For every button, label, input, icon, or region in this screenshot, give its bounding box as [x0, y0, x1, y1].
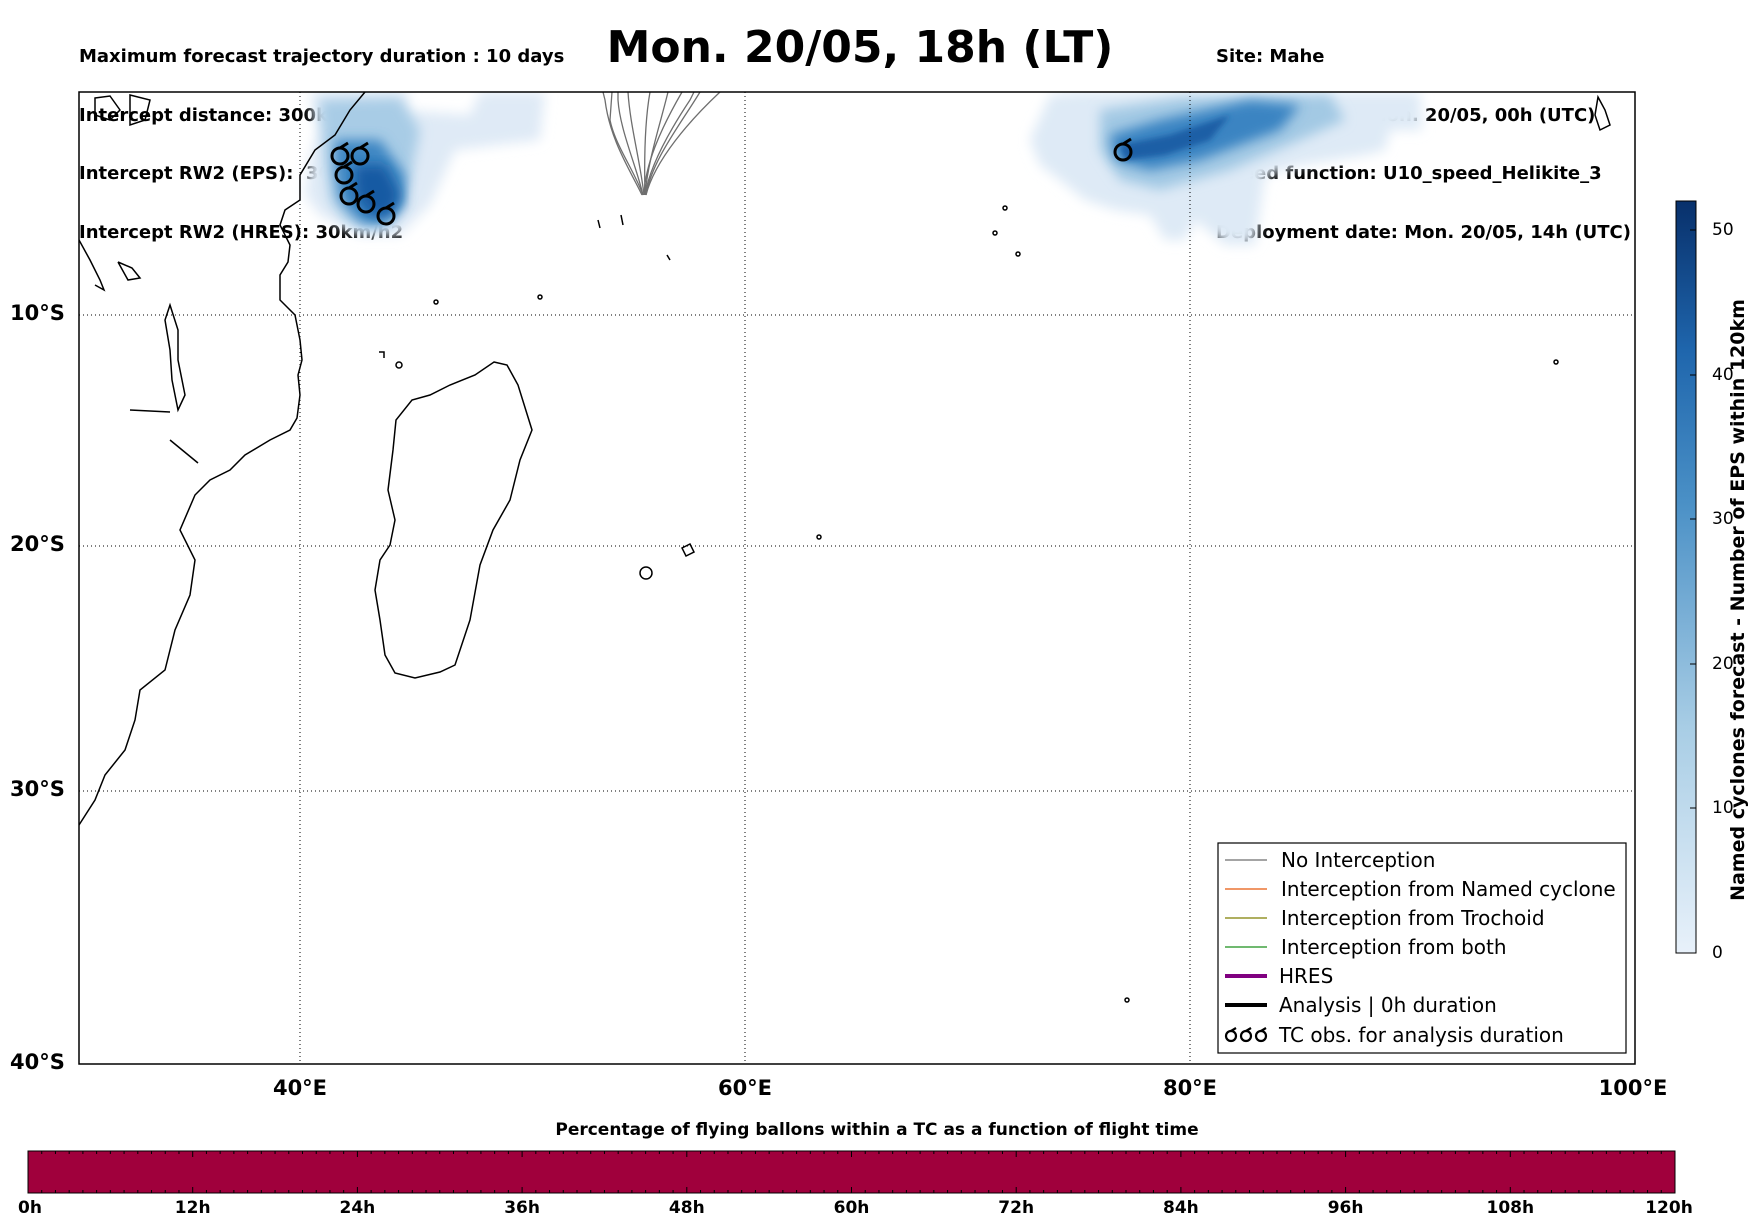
- flight-time-tick-label: 0h: [18, 1198, 42, 1218]
- flight-time-tick-label: 72h: [998, 1198, 1034, 1218]
- lat-label: 20°S: [10, 532, 65, 556]
- flight-time-bar: [28, 1151, 1675, 1193]
- legend-label: Interception from both: [1281, 935, 1507, 959]
- flight-time-tick-label: 36h: [504, 1198, 540, 1218]
- colorbar: [1676, 201, 1696, 953]
- lon-label: 60°E: [718, 1076, 772, 1100]
- lon-label: 80°E: [1163, 1076, 1217, 1100]
- trajectory-bundle: [603, 92, 720, 195]
- colorbar-tick: 50: [1712, 220, 1734, 240]
- cyclone-density-east: [1030, 92, 1422, 245]
- legend-label: HRES: [1279, 964, 1333, 988]
- legend-label: No Interception: [1281, 848, 1435, 872]
- flight-time-tick-label: 12h: [175, 1198, 211, 1218]
- legend-label: Interception from Named cyclone: [1281, 877, 1616, 901]
- flight-time-bar-title: Percentage of flying ballons within a TC…: [0, 1120, 1754, 1140]
- legend: No Interception Interception from Named …: [1218, 843, 1626, 1053]
- flight-time-tick-label: 24h: [340, 1198, 376, 1218]
- flight-time-tick-label: 48h: [669, 1198, 705, 1218]
- legend-label: TC obs. for analysis duration: [1278, 1023, 1564, 1047]
- flight-time-tick-label: 84h: [1163, 1198, 1199, 1218]
- lon-label: 100°E: [1599, 1076, 1668, 1100]
- flight-time-tick-label: 108h: [1487, 1198, 1535, 1218]
- lat-label: 40°S: [10, 1050, 65, 1074]
- flight-time-tick-label: 120h: [1645, 1198, 1693, 1218]
- legend-label: Interception from Trochoid: [1281, 906, 1545, 930]
- flight-time-tick-label: 96h: [1328, 1198, 1364, 1218]
- lat-label: 10°S: [10, 301, 65, 325]
- colorbar-label: Named cyclones forecast - Number of EPS …: [1727, 299, 1749, 901]
- colorbar-tick: 0: [1712, 943, 1723, 963]
- legend-label: Analysis | 0h duration: [1279, 993, 1497, 1017]
- lon-label: 40°E: [273, 1076, 327, 1100]
- lat-label: 30°S: [10, 777, 65, 801]
- flight-time-tick-label: 60h: [834, 1198, 870, 1218]
